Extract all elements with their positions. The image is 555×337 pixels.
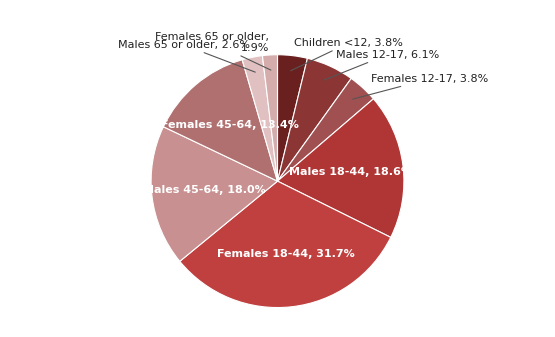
Wedge shape xyxy=(263,55,278,181)
Wedge shape xyxy=(163,60,278,181)
Wedge shape xyxy=(242,56,278,181)
Wedge shape xyxy=(180,181,391,308)
Wedge shape xyxy=(278,55,307,181)
Wedge shape xyxy=(278,79,374,181)
Text: Females 65 or older,
1.9%: Females 65 or older, 1.9% xyxy=(155,32,271,70)
Text: Females 12-17, 3.8%: Females 12-17, 3.8% xyxy=(352,74,489,99)
Text: Males 18-44, 18.6%: Males 18-44, 18.6% xyxy=(289,167,412,177)
Wedge shape xyxy=(151,127,278,261)
Text: Males 45-64, 18.0%: Males 45-64, 18.0% xyxy=(143,185,266,195)
Text: Males 12-17, 6.1%: Males 12-17, 6.1% xyxy=(324,50,439,80)
Text: Children <12, 3.8%: Children <12, 3.8% xyxy=(291,38,403,71)
Text: Males 65 or older, 2.6%: Males 65 or older, 2.6% xyxy=(118,40,255,72)
Text: Females 45-64, 13.4%: Females 45-64, 13.4% xyxy=(161,120,299,130)
Wedge shape xyxy=(278,99,404,237)
Text: Females 18-44, 31.7%: Females 18-44, 31.7% xyxy=(217,249,355,259)
Wedge shape xyxy=(278,58,351,181)
